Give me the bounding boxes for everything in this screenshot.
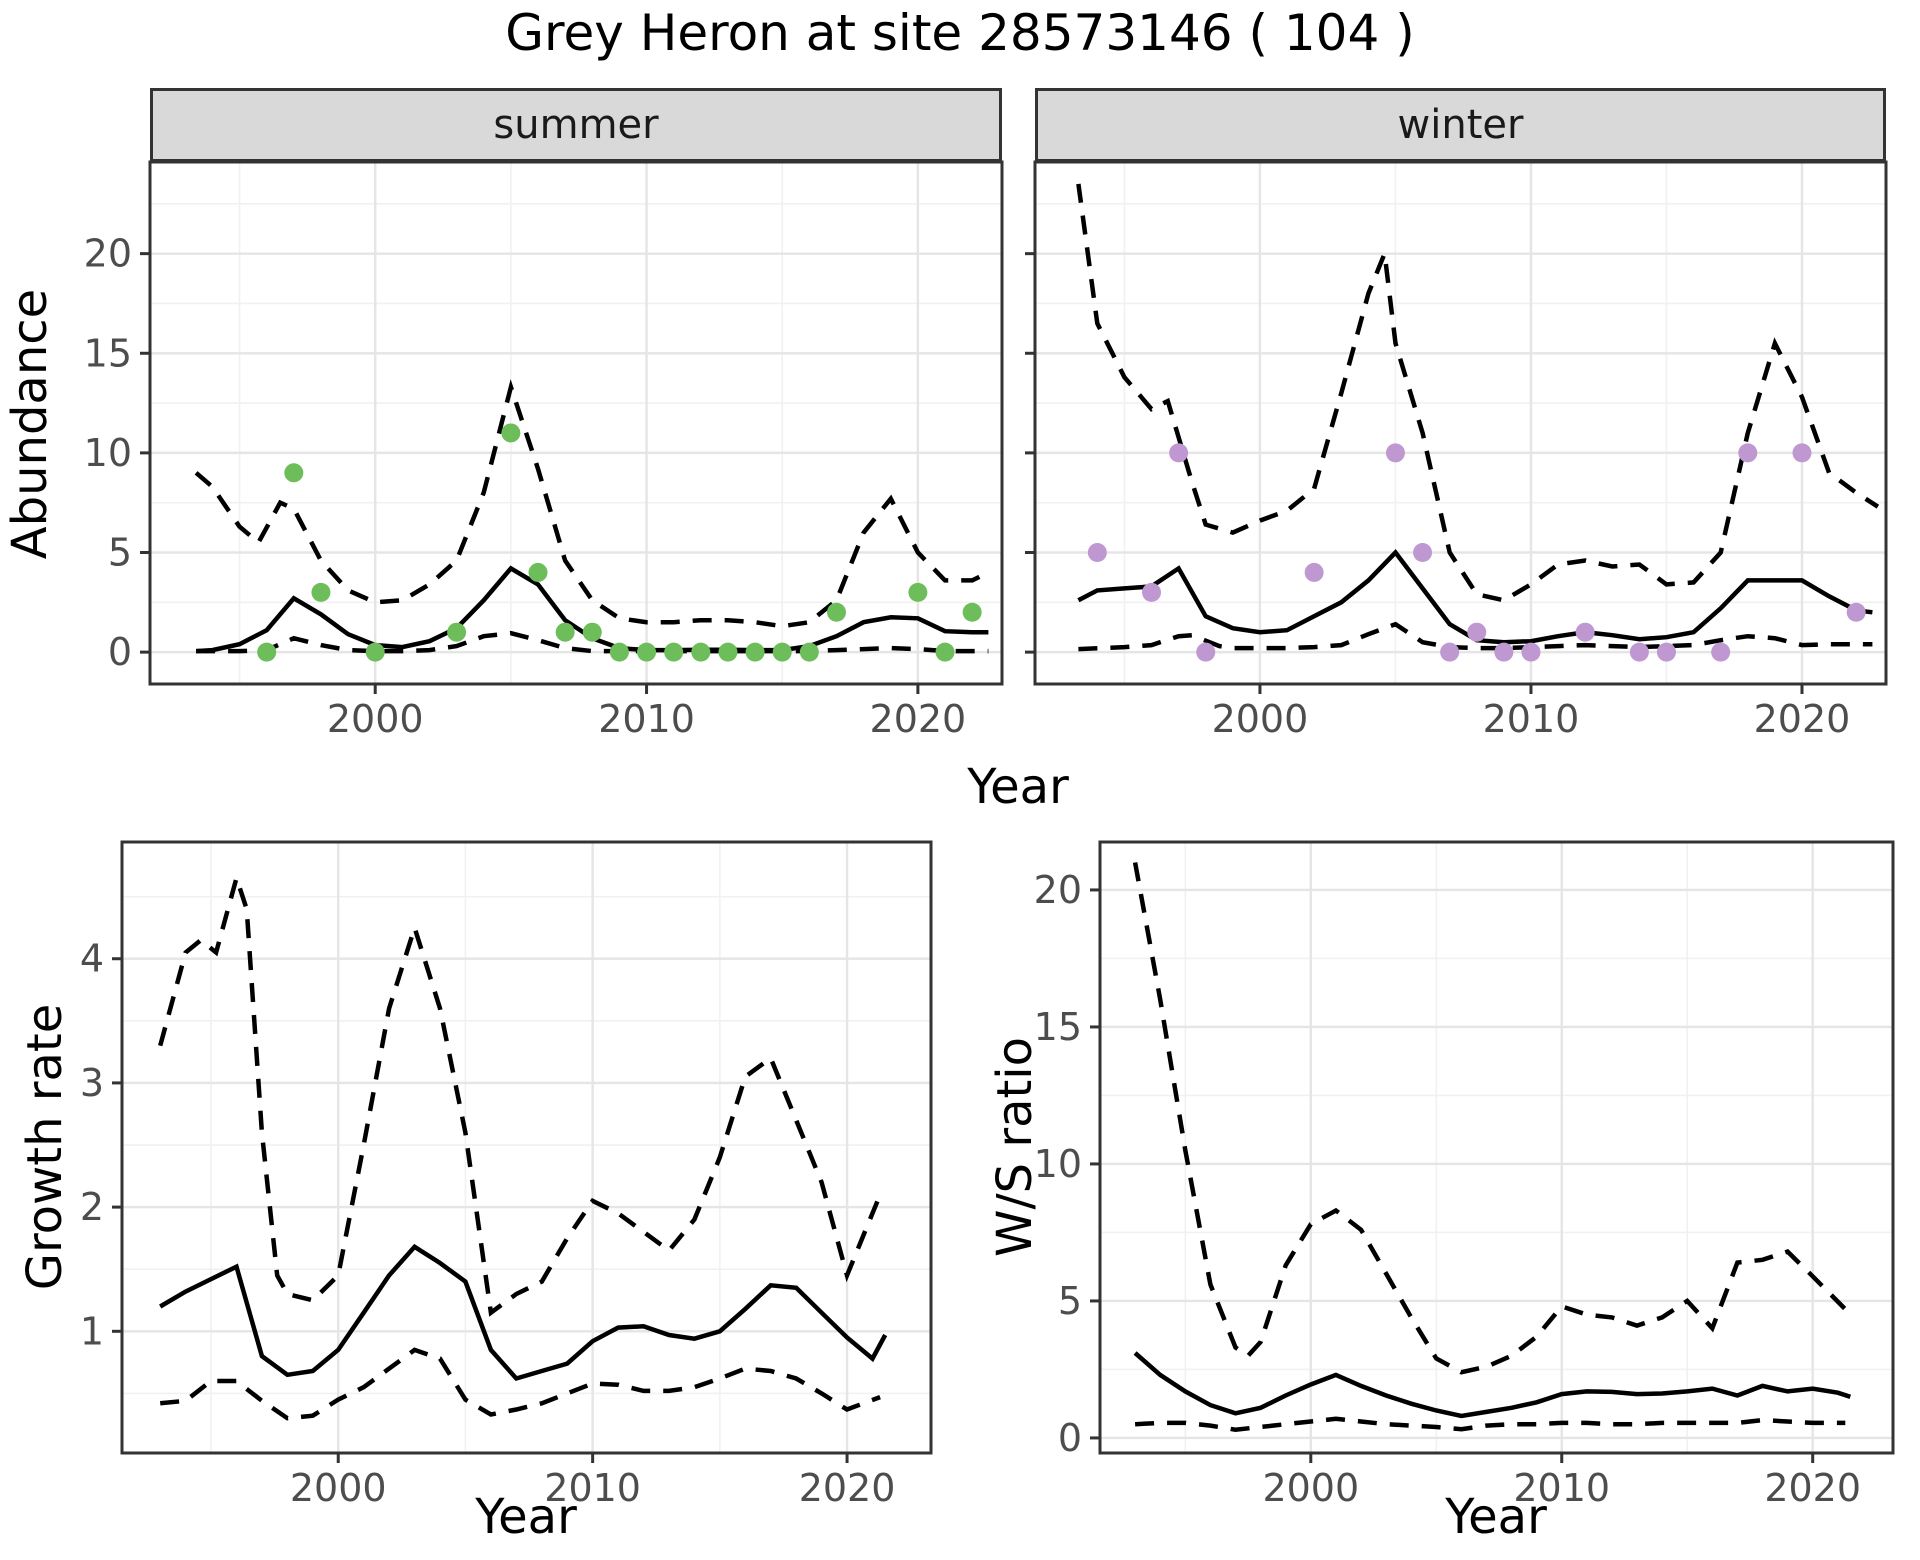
winter-x-tick-label: 2020 [1754, 697, 1851, 741]
winter-panel-border [1033, 160, 1888, 686]
facet-strip-winter-label: winter [1397, 102, 1524, 148]
ws-y-tick-label: 15 [1034, 1005, 1082, 1049]
summer-gridlines [150, 162, 1002, 684]
ws-x-tick-label: 2020 [1764, 1466, 1861, 1510]
growth-fit-line [159, 1243, 888, 1382]
winter-lower-ci-line [1078, 621, 1873, 652]
summer-y-tick-label: 10 [84, 431, 132, 475]
summer-axis-ticks: 2000 2010 2020 0 5 10 15 20 [84, 232, 967, 741]
growth-x-tick-label: 2000 [290, 1466, 387, 1510]
growth-panel: 2000 2010 2020 1 2 3 4 [80, 840, 933, 1510]
growth-panel-background [122, 842, 931, 1453]
y-axis-title-abundance: Abundance [2, 288, 58, 560]
winter-gridlines [1035, 162, 1886, 684]
winter-upper-ci-line [1076, 183, 1880, 603]
growth-x-tick-label: 2020 [799, 1466, 896, 1510]
growth-x-tick-label: 2010 [544, 1466, 641, 1510]
ws-x-tick-label: 2010 [1513, 1466, 1610, 1510]
summer-y-tick-label: 15 [84, 331, 132, 375]
ws-upper-ci-line [1132, 862, 1847, 1375]
summer-observations-points [257, 423, 982, 662]
winter-x-tick-label: 2010 [1483, 697, 1580, 741]
summer-panel: 2000 2010 2020 0 5 10 15 20 [84, 160, 1004, 741]
growth-y-tick-label: 3 [80, 1061, 104, 1105]
growth-y-tick-label: 1 [80, 1309, 104, 1353]
summer-y-tick-label: 0 [108, 630, 132, 674]
winter-observations-points [1087, 443, 1866, 662]
winter-axis-ticks: 2000 2010 2020 [1025, 252, 1851, 741]
ws-panel-background [1100, 842, 1893, 1453]
y-axis-title-ws: W/S ratio [987, 1036, 1043, 1258]
growth-lower-ci-line [159, 1347, 881, 1421]
x-axis-title-ws: Year [1445, 1489, 1547, 1545]
chart-title: Grey Heron at site 28573146 ( 104 ) [505, 4, 1415, 62]
winter-panel-background [1035, 162, 1886, 684]
summer-y-tick-label: 5 [108, 531, 132, 575]
ws-x-tick-label: 2000 [1262, 1466, 1359, 1510]
growth-panel-border [120, 840, 933, 1455]
ws-y-tick-label: 0 [1058, 1416, 1082, 1460]
facet-strip-winter: winter [1035, 88, 1886, 162]
winter-x-tick-label: 2000 [1212, 697, 1309, 741]
x-axis-title-top: Year [967, 759, 1069, 815]
ws-panel: 2000 2010 2020 0 5 10 15 20 [1034, 840, 1895, 1510]
facet-strip-summer: summer [150, 88, 1002, 162]
facet-strip-summer-label: summer [493, 102, 659, 148]
growth-y-tick-label: 2 [80, 1185, 104, 1229]
summer-panel-border [148, 160, 1004, 686]
ws-lower-ci-line [1134, 1416, 1846, 1432]
y-axis-title-growth: Growth rate [17, 1003, 73, 1291]
growth-axis-ticks: 2000 2010 2020 1 2 3 4 [80, 937, 896, 1510]
summer-upper-ci-line [194, 379, 990, 629]
summer-y-tick-label: 20 [84, 232, 132, 276]
ws-axis-ticks: 2000 2010 2020 0 5 10 15 20 [1034, 868, 1861, 1510]
summer-x-tick-label: 2020 [870, 697, 967, 741]
ws-y-tick-label: 5 [1058, 1279, 1082, 1323]
summer-x-tick-label: 2010 [598, 697, 695, 741]
summer-panel-background [150, 162, 1002, 684]
summer-lower-ci-line [196, 630, 989, 654]
ws-y-tick-label: 10 [1034, 1142, 1082, 1186]
ws-y-tick-label: 20 [1034, 868, 1082, 912]
ws-panel-border [1098, 840, 1895, 1455]
winter-panel: 2000 2010 2020 [1025, 160, 1888, 741]
growth-y-tick-label: 4 [80, 937, 104, 981]
growth-upper-ci-line [158, 870, 883, 1317]
x-axis-title-growth: Year [475, 1489, 577, 1545]
summer-x-tick-label: 2000 [327, 697, 424, 741]
ws-fit-line [1133, 1351, 1852, 1419]
ws-gridlines [1100, 842, 1893, 1453]
